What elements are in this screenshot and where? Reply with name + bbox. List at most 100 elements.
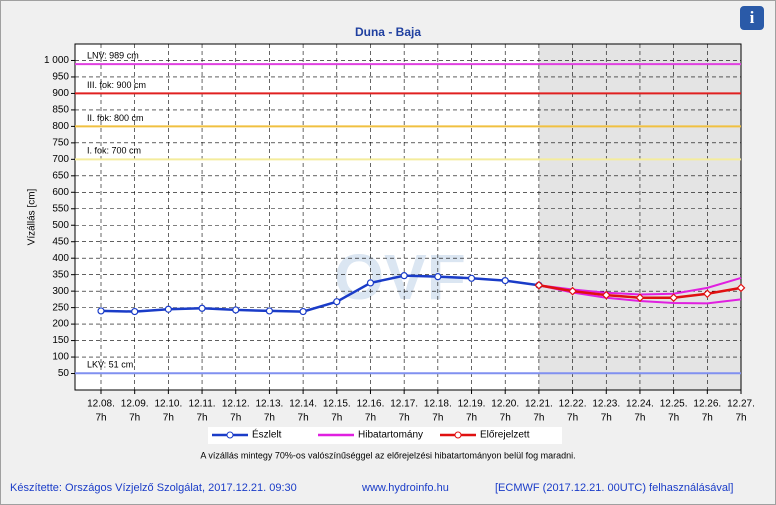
y-tick-label: 750: [52, 137, 69, 148]
y-tick-label: 450: [52, 236, 69, 247]
x-tick-label: 12.18.: [424, 399, 452, 410]
x-tick-time: 7h: [129, 413, 140, 424]
y-tick-label: 150: [52, 335, 69, 346]
y-tick-label: 500: [52, 220, 69, 231]
footer-link[interactable]: www.hydroinfo.hu: [361, 482, 449, 494]
x-tick-time: 7h: [432, 413, 443, 424]
y-tick-label: 1 000: [44, 55, 69, 66]
info-button[interactable]: [740, 6, 764, 30]
y-tick-label: 800: [52, 121, 69, 132]
x-tick-time: 7h: [500, 413, 511, 424]
point: [333, 298, 341, 306]
x-tick-label: 12.14.: [289, 399, 317, 410]
x-tick-label: 12.25.: [660, 399, 688, 410]
x-tick-time: 7h: [264, 413, 275, 424]
y-tick-label: 700: [52, 154, 69, 165]
y-tick-label: 200: [52, 319, 69, 330]
x-tick-label: 12.12.: [222, 399, 250, 410]
y-tick-label: 850: [52, 105, 69, 116]
legend-label: Hibatartomány: [358, 430, 423, 441]
point: [568, 286, 577, 296]
x-tick-label: 12.10.: [154, 399, 182, 410]
x-tick-label: 12.19.: [458, 399, 486, 410]
x-tick-label: 12.16.: [357, 399, 385, 410]
y-tick-label: 250: [52, 302, 69, 313]
x-tick-label: 12.09.: [121, 399, 149, 410]
legend-box: [208, 427, 562, 444]
y-tick-label: 900: [52, 88, 69, 99]
y-tick-label: 950: [52, 72, 69, 83]
point: [534, 280, 544, 290]
x-tick-time: 7h: [365, 413, 376, 424]
x-tick-label: 12.27.: [727, 399, 755, 410]
reference-label: I. fok: 700 cm: [87, 146, 141, 156]
x-tick-label: 12.20.: [491, 399, 519, 410]
y-axis-label: Vízállás [cm]: [27, 188, 38, 245]
point: [232, 306, 240, 314]
x-tick-time: 7h: [399, 413, 410, 424]
y-tick-label: 650: [52, 170, 69, 181]
chart-title: Duna - Baja: [355, 25, 421, 39]
x-tick-label: 12.21.: [525, 399, 553, 410]
x-tick-time: 7h: [735, 413, 746, 424]
point: [702, 289, 712, 299]
x-tick-time: 7h: [634, 413, 645, 424]
x-tick-time: 7h: [196, 413, 207, 424]
reference-label: II. fok: 800 cm: [87, 113, 144, 123]
y-tick-label: 300: [52, 286, 69, 297]
x-tick-label: 12.15.: [323, 399, 351, 410]
point: [601, 290, 611, 300]
point: [400, 272, 408, 280]
series-line: [100, 274, 540, 313]
x-tick-time: 7h: [668, 413, 679, 424]
footer-author: Készítette: Országos Vízjelző Szolgálat,…: [10, 482, 297, 494]
reference-label: III. fok: 900 cm: [87, 80, 146, 90]
x-tick-time: 7h: [230, 413, 241, 424]
footer-source: [ECMWF (2017.12.21. 00UTC) felhasználásá…: [495, 482, 733, 494]
y-tick-label: 550: [52, 203, 69, 214]
x-tick-time: 7h: [567, 413, 578, 424]
reference-label: LNV: 989 cm: [87, 50, 139, 60]
point: [164, 305, 172, 313]
point: [265, 307, 274, 315]
x-tick-time: 7h: [331, 413, 342, 424]
point: [97, 307, 105, 315]
y-tick-label: 50: [58, 368, 70, 379]
x-tick-time: 7h: [95, 413, 106, 424]
legend-marker: [226, 431, 234, 439]
x-tick-time: 7h: [298, 413, 309, 424]
x-tick-label: 12.26.: [693, 399, 721, 410]
x-tick-time: 7h: [702, 413, 713, 424]
point: [467, 274, 476, 282]
x-tick-label: 12.11.: [189, 399, 216, 410]
point: [501, 276, 509, 285]
point: [669, 293, 679, 303]
legend-marker: [454, 431, 462, 439]
x-tick-label: 12.08.: [87, 399, 115, 410]
legend-label: Előrejelzett: [480, 430, 530, 441]
x-tick-time: 7h: [466, 413, 477, 424]
y-tick-label: 350: [52, 269, 69, 280]
point: [434, 273, 442, 281]
point: [635, 293, 645, 303]
point: [131, 307, 139, 316]
x-tick-time: 7h: [533, 413, 544, 424]
x-tick-label: 12.24.: [626, 399, 654, 410]
legend-label: Észlelt: [252, 428, 282, 441]
x-tick-time: 7h: [163, 413, 174, 424]
y-tick-label: 400: [52, 253, 69, 264]
y-tick-label: 100: [52, 352, 69, 363]
point: [198, 304, 206, 312]
point: [299, 307, 307, 316]
x-tick-label: 12.23.: [592, 399, 620, 410]
x-tick-time: 7h: [601, 413, 612, 424]
y-tick-label: 600: [52, 187, 69, 198]
reference-label: LKV: 51 cm: [87, 360, 133, 370]
plot-border: [74, 43, 742, 391]
point: [736, 283, 746, 293]
info-icon[interactable]: i: [750, 8, 755, 27]
x-tick-label: 12.22.: [559, 399, 587, 410]
x-tick-label: 12.17.: [390, 399, 418, 410]
